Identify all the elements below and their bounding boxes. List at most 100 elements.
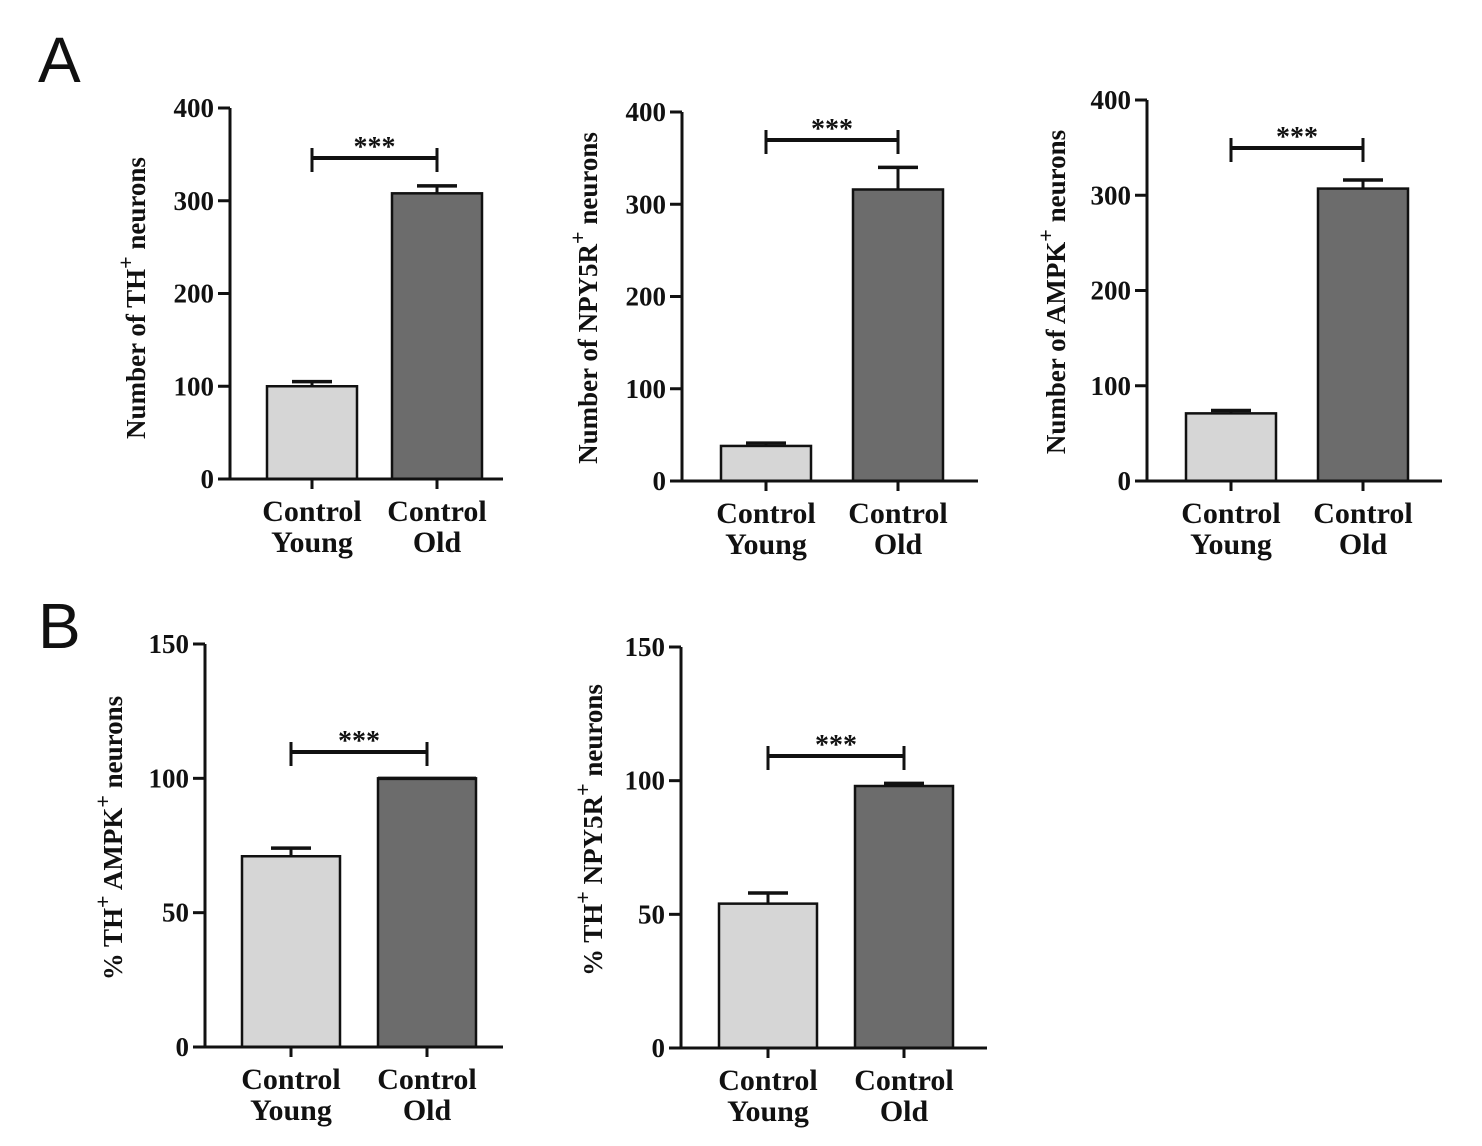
category-label-line: Control bbox=[1313, 497, 1412, 530]
bar-1 bbox=[717, 902, 819, 1050]
y-tick-label: 100 bbox=[174, 371, 215, 401]
category-label-line: Old bbox=[874, 528, 923, 561]
y-axis-title-part: % TH bbox=[98, 908, 128, 980]
category-label: Control Old bbox=[1313, 497, 1412, 561]
significance-label: *** bbox=[1276, 122, 1318, 153]
bar-2 bbox=[853, 784, 955, 1050]
category-label-line: Control bbox=[262, 495, 361, 528]
y-axis-title: % TH+ AMPK+ neurons bbox=[90, 696, 128, 980]
category-label: Control Old bbox=[387, 495, 486, 559]
category-label-line: Young bbox=[725, 528, 807, 561]
y-axis-title: Number of AMPK+ neurons bbox=[1033, 130, 1071, 454]
category-label: Control Old bbox=[848, 497, 947, 561]
y-tick-label: 100 bbox=[1091, 371, 1132, 401]
y-axis-title: % TH+ NPY5R+ neurons bbox=[570, 684, 608, 976]
category-label-line: Control bbox=[848, 497, 947, 530]
bar-2 bbox=[1316, 187, 1410, 483]
significance-label: *** bbox=[354, 132, 396, 163]
y-axis-title-superscript: + bbox=[565, 231, 590, 244]
y-tick-label: 200 bbox=[626, 282, 667, 312]
y-tick-label: 400 bbox=[626, 97, 667, 127]
category-label-line: Old bbox=[413, 526, 462, 559]
y-axis-title-part: % TH bbox=[578, 904, 608, 976]
y-axis-title-part: Number of NPY5R bbox=[573, 243, 603, 463]
category-label-line: Control bbox=[854, 1064, 953, 1097]
y-axis-title-part: NPY5R bbox=[578, 795, 608, 891]
bar-1 bbox=[719, 444, 813, 483]
y-tick-label: 100 bbox=[625, 766, 666, 796]
y-tick-label: 0 bbox=[653, 466, 667, 496]
category-label-line: Young bbox=[1190, 528, 1272, 561]
category-label-line: Young bbox=[271, 526, 353, 559]
y-tick-label: 300 bbox=[174, 186, 215, 216]
y-axis-title-part: neurons bbox=[98, 696, 128, 795]
y-tick-label: 0 bbox=[652, 1033, 666, 1063]
y-tick-label: 200 bbox=[1091, 276, 1132, 306]
y-axis-title-part: neurons bbox=[573, 132, 603, 231]
bar-2 bbox=[390, 192, 484, 481]
y-axis-title-superscript: + bbox=[570, 783, 595, 796]
category-label-line: Control bbox=[716, 497, 815, 530]
y-tick-label: 300 bbox=[626, 189, 667, 219]
y-axis-title-part: AMPK bbox=[98, 808, 128, 896]
y-axis-title: Number of TH+ neurons bbox=[113, 157, 151, 439]
category-label-line: Control bbox=[241, 1063, 340, 1096]
category-label-line: Control bbox=[718, 1064, 817, 1097]
y-tick-label: 100 bbox=[149, 763, 190, 793]
bar-2 bbox=[376, 777, 478, 1049]
y-tick-label: 50 bbox=[638, 899, 665, 929]
y-tick-label: 150 bbox=[625, 632, 666, 662]
y-axis-title-superscript: + bbox=[1033, 229, 1058, 242]
y-tick-label: 200 bbox=[174, 279, 215, 309]
y-axis-title-superscript: + bbox=[570, 891, 595, 904]
bar-2 bbox=[851, 188, 945, 483]
y-tick-label: 400 bbox=[1091, 85, 1132, 115]
category-label-line: Old bbox=[880, 1095, 929, 1128]
y-tick-label: 0 bbox=[201, 464, 215, 494]
y-axis-title-part: neurons bbox=[1041, 130, 1071, 229]
y-axis-title-superscript: + bbox=[113, 256, 138, 269]
category-label: Control Young bbox=[262, 495, 361, 559]
y-tick-label: 0 bbox=[1118, 466, 1132, 496]
y-tick-label: 0 bbox=[176, 1032, 190, 1062]
category-label-line: Control bbox=[377, 1063, 476, 1096]
panel-letter-b: B bbox=[38, 590, 81, 662]
category-label: Control Old bbox=[854, 1064, 953, 1128]
bar-1 bbox=[265, 385, 359, 481]
category-label-line: Control bbox=[387, 495, 486, 528]
y-tick-label: 50 bbox=[162, 898, 189, 928]
category-label-line: Young bbox=[727, 1095, 809, 1128]
category-label: Control Young bbox=[241, 1063, 340, 1127]
y-axis-title-part: neurons bbox=[578, 684, 608, 783]
y-axis-title-part: neurons bbox=[121, 157, 151, 256]
category-label-line: Young bbox=[250, 1094, 332, 1127]
y-tick-label: 150 bbox=[149, 629, 190, 659]
bar-1 bbox=[1184, 412, 1278, 483]
y-tick-label: 400 bbox=[174, 93, 215, 123]
category-label-line: Old bbox=[1339, 528, 1388, 561]
category-label-line: Control bbox=[1181, 497, 1280, 530]
bar-1 bbox=[240, 854, 342, 1049]
y-axis-title-superscript: + bbox=[90, 795, 115, 808]
category-label: Control Young bbox=[716, 497, 815, 561]
y-axis-title-part: Number of TH bbox=[121, 269, 151, 439]
y-axis-title: Number of NPY5R+ neurons bbox=[565, 132, 603, 464]
y-tick-label: 300 bbox=[1091, 180, 1132, 210]
category-label: Control Young bbox=[718, 1064, 817, 1128]
y-axis-title-part: Number of AMPK bbox=[1041, 242, 1071, 454]
category-label-line: Old bbox=[403, 1094, 452, 1127]
y-tick-label: 100 bbox=[626, 374, 667, 404]
y-axis-title-superscript: + bbox=[90, 895, 115, 908]
significance-label: *** bbox=[811, 114, 853, 145]
significance-label: *** bbox=[338, 726, 380, 757]
significance-label: *** bbox=[815, 730, 857, 761]
category-label: Control Old bbox=[377, 1063, 476, 1127]
panel-letter-a: A bbox=[38, 24, 81, 96]
